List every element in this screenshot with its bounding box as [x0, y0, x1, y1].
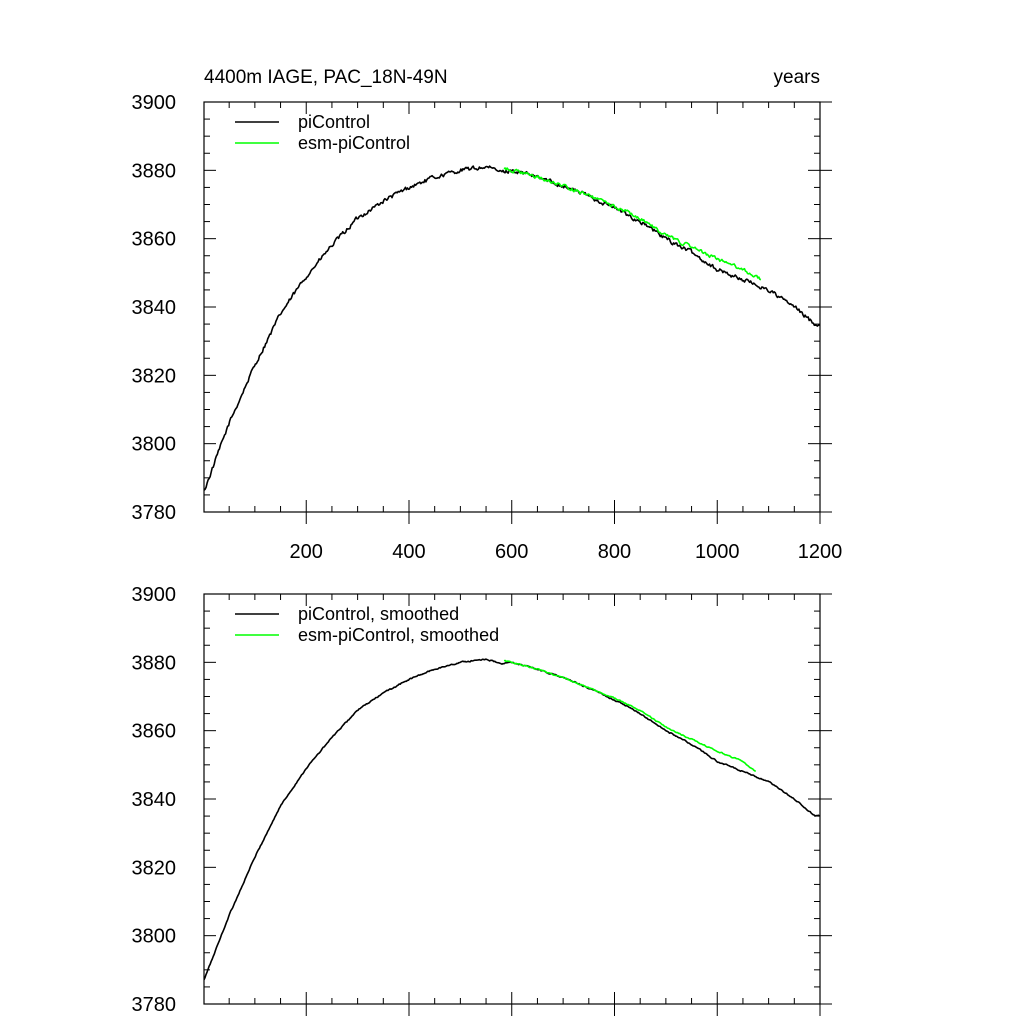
y-tick-label: 3880: [132, 160, 177, 182]
chart-subtitle-right: years: [774, 67, 820, 88]
y-tick-label: 3780: [132, 502, 177, 524]
y-tick-label: 3840: [132, 297, 177, 319]
x-tick-label: 1200: [798, 541, 843, 563]
x-tick-label: 1000: [695, 541, 740, 563]
series-line-esm-picontrol: [503, 659, 757, 772]
y-tick-label: 3860: [132, 229, 177, 251]
legend-label: piControl, smoothed: [298, 604, 459, 624]
x-tick-label: 600: [495, 541, 528, 563]
y-tick-label: 3820: [132, 857, 177, 879]
plot-frame: [203, 101, 821, 513]
y-tick-label: 3900: [132, 584, 177, 606]
series-line-esm-picontrol: [503, 167, 762, 281]
chart-panel-bottom: 3780 3800 3820 3840 3860 3880 3900 piControl, s…: [132, 584, 832, 1016]
series-line-picontrol: [204, 658, 820, 981]
y-tick-label: 3840: [132, 789, 177, 811]
y-tick-label: 3900: [132, 92, 177, 114]
legend-label: esm-piControl, smoothed: [298, 625, 499, 645]
y-tick-label: 3780: [132, 994, 177, 1016]
y-tick-label: 3880: [132, 652, 177, 674]
legend-label: esm-piControl: [298, 133, 410, 153]
chart-title: 4400m IAGE, PAC_18N-49N: [204, 67, 448, 88]
x-tick-label: 200: [290, 541, 323, 563]
y-tick-label: 3800: [132, 434, 177, 456]
legend-label: piControl: [298, 112, 370, 132]
x-tick-label: 800: [598, 541, 631, 563]
plot-frame: [203, 593, 821, 1005]
y-tick-label: 3800: [132, 926, 177, 948]
y-tick-label: 3860: [132, 721, 177, 743]
y-tick-label: 3820: [132, 365, 177, 387]
x-tick-label: 400: [392, 541, 425, 563]
series-line-picontrol: [204, 165, 820, 491]
chart-panel-top: 4400m IAGE, PAC_18N-49N years 200 400 600 8…: [132, 67, 843, 563]
